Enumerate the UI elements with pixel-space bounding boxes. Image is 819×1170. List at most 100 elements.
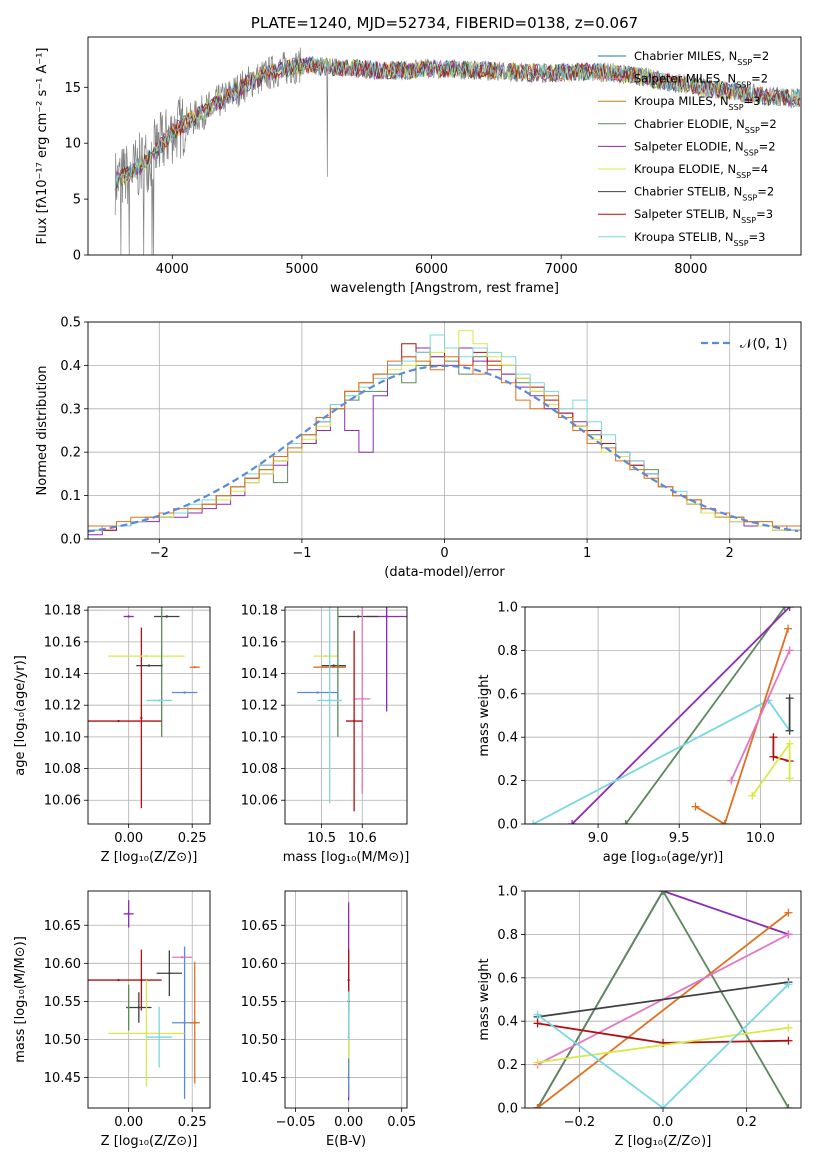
age_vs_Z-grid <box>88 607 210 824</box>
weight-line <box>536 891 790 1108</box>
weight_vs_age-ylabel: mass weight <box>477 674 492 756</box>
spectrum-frame <box>87 36 802 256</box>
x-tick-label: 5000 <box>285 262 318 277</box>
hist-ylabel: Normed distribution <box>35 366 50 496</box>
data-point <box>324 654 327 658</box>
age_vs_Z-frame <box>87 606 211 825</box>
model-spectrum-line <box>114 56 801 191</box>
y-tick-label: 10.18 <box>44 604 81 619</box>
data-point <box>193 1021 196 1024</box>
x-tick-label: 10.0 <box>746 831 775 846</box>
y-tick-label: 10.65 <box>44 919 81 934</box>
y-tick-label: 10.50 <box>241 1033 278 1048</box>
y-tick-label: 1.0 <box>497 885 518 900</box>
y-tick-label: 1.0 <box>497 601 518 616</box>
data-point <box>140 716 143 720</box>
y-tick-label: 0.4 <box>497 1015 518 1030</box>
legend-label: Kroupa MILES, NSSP=3 <box>634 94 760 112</box>
data-point <box>117 719 120 723</box>
mass_vs_ebv-xlabel: E(B-V) <box>326 1134 366 1149</box>
y-tick-label: 10.65 <box>241 919 278 934</box>
data-point <box>336 664 340 667</box>
x-tick-label: 10.5 <box>307 831 336 846</box>
data-point <box>180 956 184 959</box>
data-point <box>127 912 130 916</box>
age_vs_mass-xlabel: mass [log₁₀(M/M⊙)] <box>283 850 410 865</box>
legend-label: Chabrier MILES, NSSP=2 <box>634 49 769 67</box>
y-tick-label: 0.5 <box>60 316 81 331</box>
data-point <box>140 978 143 982</box>
data-point <box>157 699 161 702</box>
weight-line <box>730 650 791 781</box>
hist-frame <box>87 321 802 540</box>
data-point <box>193 665 196 669</box>
mass_vs_Z-frame <box>87 890 211 1109</box>
x-tick-label: −2 <box>150 546 169 561</box>
data-point <box>385 615 388 618</box>
age_vs_Z-plot-area <box>88 607 200 809</box>
weight-line <box>536 983 790 1108</box>
y-tick-label: 10.08 <box>44 762 81 777</box>
hist-xlabel: (data-model)/error <box>384 565 505 580</box>
weight_vs_age-plot-area <box>529 607 794 824</box>
y-tick-label: 0 <box>73 249 81 264</box>
y-tick-label: 10.06 <box>241 794 278 809</box>
spectrum-xlabel: wavelength [Angstrom, rest frame] <box>330 281 559 296</box>
weight-line <box>536 911 790 1108</box>
data-point <box>183 1021 186 1024</box>
weight-line <box>695 628 789 824</box>
y-tick-label: 10.12 <box>44 699 81 714</box>
y-tick-label: 10.14 <box>241 667 278 682</box>
data-point <box>157 1035 161 1039</box>
weight_vs_Z-ylabel: mass weight <box>477 958 492 1040</box>
data-point <box>145 654 148 658</box>
y-tick-label: 10.60 <box>241 957 278 972</box>
x-tick-label: −1 <box>292 546 311 561</box>
data-point <box>165 615 168 618</box>
weight-line <box>751 740 791 797</box>
x-tick-label: −0.05 <box>276 1115 316 1130</box>
weight-line <box>571 607 791 824</box>
data-point <box>168 972 171 975</box>
legend-label: Salpeter MILES, NSSP=2 <box>634 72 768 90</box>
data-point <box>347 1035 350 1039</box>
age_vs_Z-xlabel: Z [log₁₀(Z/Z⊙)] <box>101 850 198 865</box>
y-tick-label: 0.0 <box>497 1102 518 1117</box>
y-tick-label: 0.2 <box>60 446 81 461</box>
y-tick-label: 0.2 <box>497 774 518 789</box>
weight_vs_age-xlabel: age [log₁₀(age/yr)] <box>603 850 724 865</box>
weight-line <box>532 699 791 824</box>
y-tick-label: 0.8 <box>497 644 518 659</box>
y-tick-label: 10.55 <box>44 995 81 1010</box>
legend-label: Chabrier STELIB, NSSP=2 <box>634 185 774 203</box>
y-tick-label: 10.16 <box>241 635 278 650</box>
x-tick-label: 1 <box>583 546 591 561</box>
data-point <box>361 697 364 701</box>
data-point <box>357 615 360 618</box>
y-tick-label: 10.10 <box>241 730 278 745</box>
x-tick-label: 2 <box>726 546 734 561</box>
y-tick-label: 0.2 <box>497 1058 518 1073</box>
y-tick-label: 0.0 <box>497 818 518 833</box>
spectrum-ylabel: Flux [fλ10⁻¹⁷ erg cm⁻² s⁻¹ A⁻¹] <box>35 48 50 245</box>
x-tick-label: 0.00 <box>114 831 143 846</box>
data-point <box>352 719 356 723</box>
data-point <box>117 978 120 982</box>
y-tick-label: 10.06 <box>44 794 81 809</box>
mass_vs_ebv-grid <box>285 891 407 1108</box>
weight-line <box>624 607 786 824</box>
age_vs_mass-frame <box>284 606 408 825</box>
x-tick-label: 6000 <box>415 262 448 277</box>
y-tick-label: 10.45 <box>44 1071 81 1086</box>
y-tick-label: 0.6 <box>497 971 518 986</box>
age_vs_mass-grid <box>285 607 407 824</box>
normal-curve <box>88 364 799 533</box>
weight_vs_Z-xlabel: Z [log₁₀(Z/Z⊙)] <box>615 1134 712 1149</box>
y-tick-label: 10.16 <box>44 635 81 650</box>
x-tick-label: 9.0 <box>588 831 609 846</box>
data-point <box>147 664 151 667</box>
x-tick-label: 0.00 <box>334 1115 363 1130</box>
y-tick-label: 5 <box>73 193 81 208</box>
legend-label: Chabrier ELODIE, NSSP=2 <box>634 117 777 135</box>
mass_vs_Z-ylabel: mass [log₁₀(M/M⊙)] <box>13 936 28 1063</box>
